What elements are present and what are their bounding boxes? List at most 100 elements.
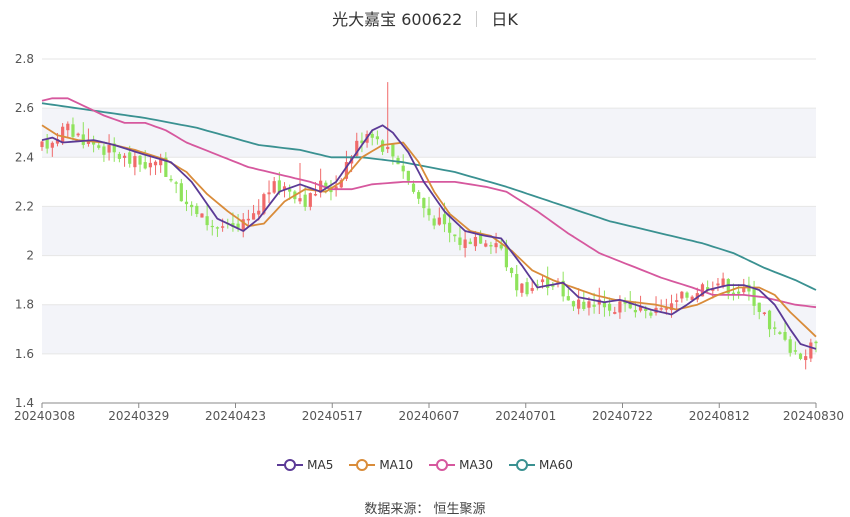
down-candle (515, 265, 519, 297)
candle-body (169, 178, 173, 181)
candle-body (608, 303, 612, 311)
down-candle (458, 226, 462, 251)
legend-item-ma60[interactable]: MA60 (509, 458, 573, 472)
candle-body (406, 170, 410, 181)
candle-body (153, 161, 158, 166)
down-candle (489, 241, 493, 255)
candle-body (262, 194, 266, 214)
candle-body (463, 239, 467, 248)
down-candle (535, 279, 539, 291)
candle-body (767, 310, 772, 330)
legend-label: MA5 (307, 458, 334, 472)
up-candle (319, 168, 323, 198)
candle-body (55, 139, 60, 144)
down-candle (706, 280, 710, 294)
down-candle (380, 139, 385, 156)
candle-body (401, 165, 405, 172)
candle-body (138, 155, 142, 165)
candle-body (102, 146, 106, 155)
up-candle (267, 180, 271, 204)
chart-title: 光大嘉宝 600622 日K (0, 6, 850, 29)
down-candle (499, 239, 503, 251)
candle-body (319, 180, 323, 193)
candle-body (148, 162, 152, 168)
candle-body (360, 140, 364, 144)
down-candle (112, 137, 116, 162)
candle-body (448, 222, 452, 233)
down-candle (427, 196, 431, 221)
candle-body (773, 327, 777, 329)
candle-body (205, 216, 209, 226)
down-candle (788, 336, 792, 357)
candle-body (716, 283, 720, 286)
down-candle (726, 278, 730, 300)
title-separator (476, 11, 478, 27)
up-candle (200, 213, 204, 218)
up-candle (66, 121, 70, 139)
up-candle (61, 123, 65, 145)
up-candle (76, 132, 80, 138)
candle-body (391, 144, 395, 157)
down-candle (783, 320, 787, 342)
candle-body (644, 308, 648, 311)
down-candle (649, 310, 653, 319)
legend-marker-icon (509, 459, 536, 471)
legend-label: MA10 (379, 458, 414, 472)
candle-body (484, 243, 488, 247)
up-candle (680, 290, 684, 303)
up-candle (809, 338, 813, 362)
candle-body (417, 192, 421, 199)
candle-body (184, 201, 189, 205)
up-candle (762, 311, 766, 316)
candle-body (215, 227, 220, 229)
candle-body (313, 194, 318, 196)
up-candle (386, 82, 390, 154)
candle-body (798, 353, 803, 359)
candle-body (236, 223, 240, 228)
candle-body (814, 341, 818, 344)
candle-body (375, 136, 379, 140)
legend-marker-icon (349, 459, 376, 471)
candle-body (277, 180, 281, 193)
legend: MA5 MA10 MA30 MA60 (0, 458, 850, 472)
candlestick-chart: 1.41.61.822.22.42.62.8 20240308 20240329 2… (14, 52, 844, 423)
candle-body (427, 208, 431, 216)
candle-body (675, 300, 679, 302)
candle-body (76, 133, 80, 136)
up-candle (153, 160, 158, 175)
up-candle (107, 134, 111, 161)
legend-item-ma5[interactable]: MA5 (277, 458, 333, 472)
moving-average-lines (41, 97, 817, 350)
down-candle (92, 135, 96, 153)
legend-item-ma30[interactable]: MA30 (429, 458, 493, 472)
candle-body (737, 291, 741, 294)
candle-body (628, 302, 632, 309)
x-tick-label: 20240329 (108, 409, 169, 423)
candle-body (540, 279, 545, 283)
legend-label: MA30 (459, 458, 494, 472)
down-candle (179, 178, 183, 202)
candle-body (659, 308, 663, 310)
down-candle (360, 132, 364, 153)
candle-body (40, 141, 44, 148)
down-candle (169, 175, 173, 183)
candle-body (809, 342, 813, 359)
candle-body (437, 217, 441, 225)
candle-body (633, 309, 637, 313)
candle-body (174, 182, 178, 184)
candle-body (339, 180, 343, 188)
candle-body (92, 140, 96, 145)
candle-body (231, 223, 235, 227)
candle-body (380, 140, 385, 152)
candle-body (546, 277, 550, 288)
down-candle (370, 129, 374, 146)
down-candle (546, 266, 550, 296)
up-candle (159, 153, 163, 173)
candle-body (97, 145, 101, 148)
down-candle (215, 226, 220, 237)
up-candle (716, 277, 720, 292)
legend-item-ma10[interactable]: MA10 (349, 458, 413, 472)
down-candle (525, 277, 529, 297)
candle-body (288, 189, 292, 192)
up-candle (577, 288, 581, 315)
